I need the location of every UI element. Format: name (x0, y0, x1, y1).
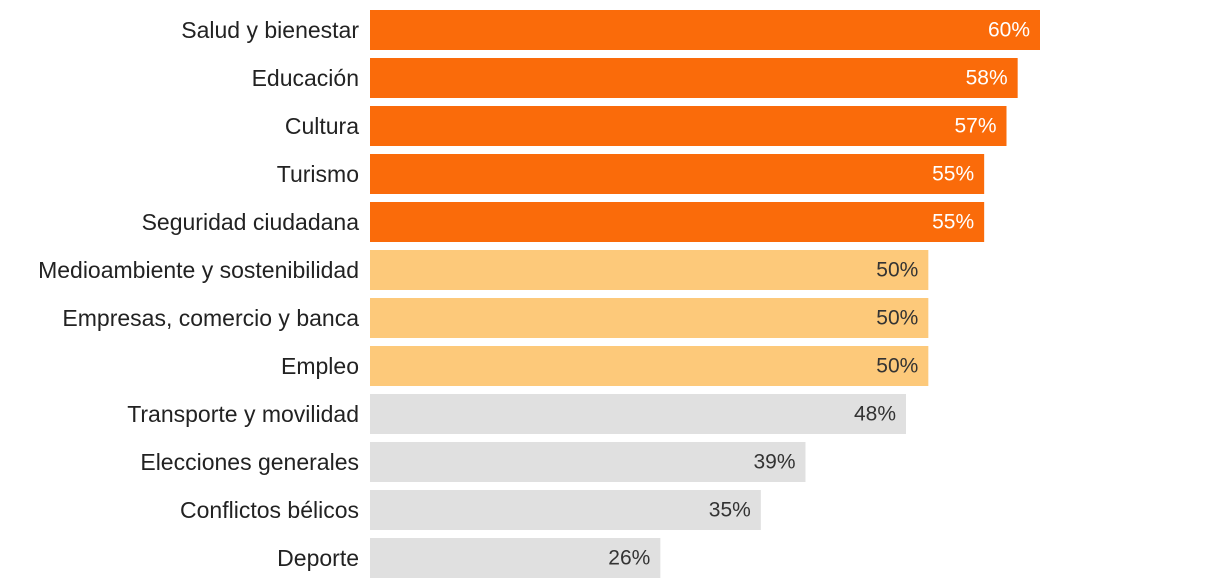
bar (370, 394, 906, 434)
category-label: Salud y bienestar (181, 17, 359, 43)
category-label: Deporte (277, 545, 359, 571)
bar (370, 250, 929, 290)
bar-row: Elecciones generales 39% (140, 442, 806, 482)
bar (370, 10, 1040, 50)
bar-row: Empresas, comercio y banca 50% (62, 298, 929, 338)
bar-row: Deporte 26% (277, 538, 661, 578)
bar-row: Educación 58% (252, 58, 1018, 98)
value-label: 35% (709, 499, 751, 522)
category-label: Seguridad ciudadana (142, 209, 360, 235)
bar-row: Empleo 50% (281, 346, 929, 386)
bar (370, 106, 1007, 146)
bar-row: Conflictos bélicos 35% (180, 490, 761, 530)
bar (370, 154, 985, 194)
category-label: Empresas, comercio y banca (62, 305, 359, 331)
category-label: Conflictos bélicos (180, 497, 359, 523)
value-label: 55% (932, 211, 974, 234)
bar-row: Medioambiente y sostenibilidad 50% (38, 250, 929, 290)
value-label: 50% (876, 355, 918, 378)
category-label: Elecciones generales (140, 449, 359, 475)
bar (370, 298, 929, 338)
bar (370, 442, 806, 482)
bar (370, 58, 1018, 98)
value-label: 50% (876, 259, 918, 282)
bar (370, 346, 929, 386)
category-label: Transporte y movilidad (127, 401, 359, 427)
value-label: 50% (876, 307, 918, 330)
value-label: 60% (988, 19, 1030, 42)
bar-row: Turismo 55% (277, 154, 985, 194)
category-label: Empleo (281, 353, 359, 379)
bar (370, 202, 985, 242)
bar-row: Salud y bienestar 60% (181, 10, 1040, 50)
category-label: Educación (252, 65, 359, 91)
category-label: Turismo (277, 161, 359, 187)
category-label: Medioambiente y sostenibilidad (38, 257, 359, 283)
category-label: Cultura (285, 113, 359, 139)
value-label: 39% (753, 451, 795, 474)
value-label: 58% (966, 67, 1008, 90)
value-label: 55% (932, 163, 974, 186)
value-label: 48% (854, 403, 896, 426)
bar-row: Cultura 57% (285, 106, 1007, 146)
value-label: 26% (608, 547, 650, 570)
value-label: 57% (954, 115, 996, 138)
bar-row: Transporte y movilidad 48% (127, 394, 906, 434)
bar (370, 490, 761, 530)
bar (370, 538, 661, 578)
bar-row: Seguridad ciudadana 55% (142, 202, 985, 242)
